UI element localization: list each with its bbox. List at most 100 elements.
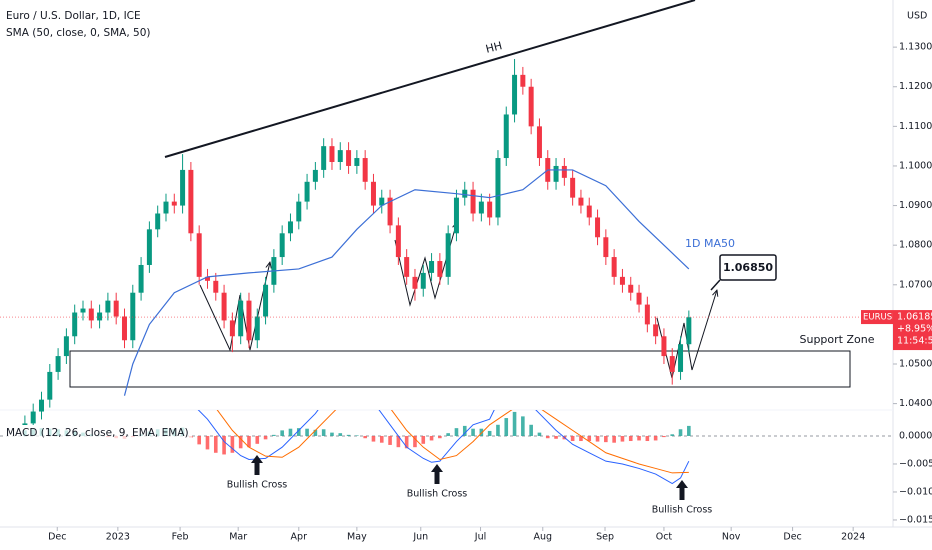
x-tick-label: Feb [172, 532, 189, 543]
histogram-bar [579, 435, 583, 442]
histogram-bar [438, 435, 442, 439]
histogram-bar [670, 434, 675, 436]
change-label: +8.95% [897, 324, 932, 335]
histogram-bar [620, 435, 625, 442]
x-tick-label: May [347, 532, 367, 543]
histogram-bar [413, 435, 417, 448]
support-zone-box [69, 350, 851, 388]
cross-arrow [251, 455, 263, 475]
histogram-bar [462, 425, 467, 436]
y-tick-label: −0.01000 [899, 486, 932, 497]
macd-line [216, 410, 689, 474]
candle-body [578, 197, 584, 206]
candle-body [229, 320, 235, 337]
currency-label: USD [907, 11, 927, 22]
candle-body [595, 217, 601, 238]
y-tick-label: 1.10000 [899, 160, 932, 171]
histogram-bar [454, 428, 459, 436]
histogram-bar [363, 435, 367, 439]
candle-body [644, 304, 650, 325]
candle-body [337, 150, 343, 162]
x-tick-label: Aug [533, 532, 552, 543]
candle-body [561, 165, 567, 178]
candle-body [121, 316, 127, 341]
x-tick-label: Oct [656, 532, 673, 543]
histogram-bar [545, 435, 550, 439]
candle-body [553, 165, 559, 182]
histogram-bar [529, 424, 533, 436]
macd-title: MACD (12, 26, close, 9, EMA, EMA) [6, 427, 189, 439]
candle-body [221, 292, 227, 321]
histogram-bar [272, 434, 276, 436]
pattern-drawing [656, 290, 717, 379]
candle-body [180, 169, 186, 206]
x-tick-label: Dec [783, 532, 801, 543]
candle-body [47, 371, 53, 400]
price-pane [0, 0, 893, 425]
histogram-bar [554, 435, 558, 439]
y-tick-label: 1.05000 [899, 359, 932, 370]
cross-label: Bullish Cross [407, 489, 468, 500]
trend-line [164, 0, 696, 158]
candle-body [204, 276, 210, 281]
candle-body [287, 221, 293, 234]
histogram-bar [222, 435, 226, 455]
candle-body [470, 189, 476, 214]
histogram-bar [288, 428, 293, 436]
candle-body [22, 423, 28, 425]
candle-body [528, 86, 534, 127]
candle-body [661, 336, 667, 357]
histogram-bar [313, 429, 318, 436]
candle-body [404, 257, 410, 277]
candle-body [279, 233, 285, 258]
histogram-bar [487, 430, 492, 436]
indicator-title: SMA (50, close, 0, SMA, 50) [6, 27, 151, 39]
histogram-bar [678, 429, 683, 436]
price-tag [893, 310, 932, 351]
candle-body [619, 276, 625, 285]
candle-body [38, 399, 44, 412]
target-pointer [710, 279, 721, 291]
cross-label: Bullish Cross [652, 505, 713, 516]
target-label: 1.06850 [723, 261, 773, 274]
candle-body [329, 146, 335, 162]
symbol-title: Euro / U.S. Dollar, 1D, ICE [6, 10, 141, 22]
x-tick-label: Sep [596, 532, 614, 543]
y-tick-label: 1.08000 [899, 240, 932, 251]
candle-body [370, 181, 376, 206]
candle-body [246, 300, 252, 341]
candle-body [63, 336, 69, 357]
candle-body [72, 312, 78, 337]
candle-body [196, 233, 202, 277]
histogram-bar [371, 435, 376, 442]
candle-body [437, 261, 443, 277]
x-tick-label: 2024 [841, 532, 865, 543]
histogram-bar [388, 435, 392, 445]
hh-label: HH [484, 39, 503, 56]
candle-body [138, 264, 144, 293]
y-tick-label: 1.11000 [899, 121, 932, 132]
x-tick-label: Jun [412, 532, 428, 543]
histogram-bar [512, 411, 517, 436]
y-tick-label: −0.01500 [899, 514, 932, 525]
candle-body [304, 181, 310, 202]
y-tick-label: 1.04000 [899, 398, 932, 409]
histogram-bar [421, 435, 426, 444]
candle-body [346, 150, 352, 166]
histogram-bar [355, 435, 359, 436]
candle-body [586, 205, 592, 218]
candle-body [254, 316, 260, 341]
histogram-bar [645, 435, 650, 442]
histogram-bar [471, 428, 475, 436]
candle-body [611, 257, 617, 277]
cross-arrow [431, 464, 443, 484]
candle-body [628, 284, 634, 293]
histogram-bar [396, 435, 401, 448]
histogram-bar [628, 435, 633, 442]
candle-body [512, 74, 518, 115]
histogram-bar [280, 430, 284, 436]
candle-body [420, 272, 426, 289]
candle-body [163, 201, 169, 214]
histogram-bar [687, 425, 691, 436]
candle-body [30, 411, 36, 424]
